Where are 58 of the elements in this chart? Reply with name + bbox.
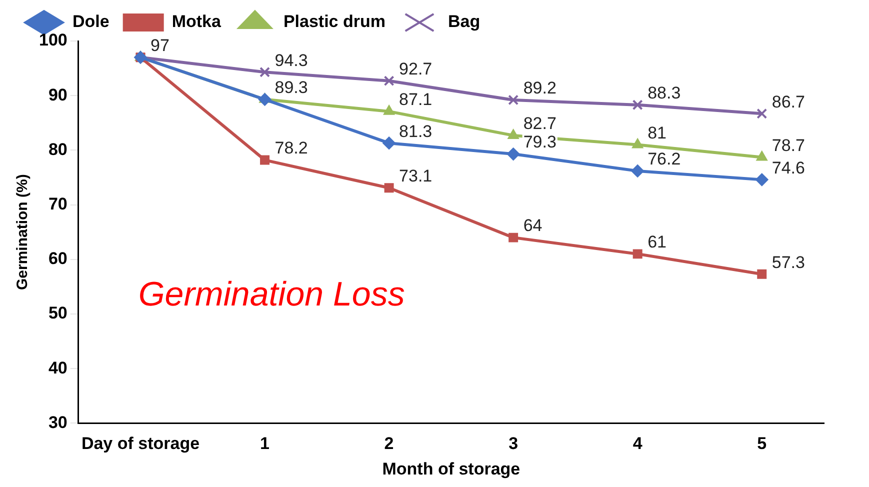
x-tick-label: 1 [260,434,270,454]
data-label: 79.3 [523,132,556,152]
data-label: 92.7 [399,60,432,79]
data-label: 64 [523,216,542,236]
data-label: 76.2 [648,150,681,169]
data-label: 78.2 [274,138,308,158]
point [260,155,270,165]
y-tick-label: 40 [48,358,68,378]
x-tick-label: 4 [632,434,643,454]
legend-label: Dole [72,12,110,32]
data-label: 81 [648,123,667,142]
data-label: 97 [150,36,170,56]
point [756,108,768,119]
x-tick-label: 3 [508,434,518,454]
point [506,148,520,161]
point [755,173,768,186]
point [757,269,767,279]
x-tick-label: Day of storage [81,434,200,454]
data-label: 78.7 [772,136,805,155]
point [508,232,518,242]
data-label: 89.2 [523,78,556,98]
y-axis-title: Germination (%) [14,174,32,290]
point [632,138,644,148]
point [756,150,768,161]
data-label: 57.3 [772,252,805,272]
data-label: 88.3 [648,84,681,103]
y-tick-label: 30 [48,412,68,432]
point [384,183,394,193]
data-label: 74.6 [772,158,805,178]
data-label: 89.3 [274,78,308,98]
y-tick-label: 90 [48,85,68,104]
point [382,136,396,150]
y-tick-label: 60 [48,249,68,268]
point [384,76,394,86]
y-tick-label: 50 [48,304,68,323]
point [260,66,270,78]
point [258,92,272,106]
legend-label: Plastic drum [283,12,386,32]
data-label: 61 [648,232,667,252]
point [508,94,519,106]
point [632,100,643,110]
y-tick-label: 80 [48,140,68,159]
data-label: 81.3 [399,122,432,141]
x-tick-label: 2 [384,434,394,454]
data-label: 87.1 [399,90,432,110]
point [632,249,642,259]
annotation: Germination Loss [138,275,405,314]
legend-label: Bag [448,12,480,32]
x-axis-title: Month of storage [382,459,520,478]
data-label: 82.7 [523,114,556,134]
legend-label: Motka [172,12,222,32]
data-label: 94.3 [274,50,308,70]
y-tick-label: 100 [38,30,68,50]
x-tick-label: 5 [757,434,767,454]
y-tick-label: 70 [48,194,68,214]
point [631,164,644,178]
data-label: 86.7 [772,92,805,112]
data-label: 73.1 [399,166,432,186]
